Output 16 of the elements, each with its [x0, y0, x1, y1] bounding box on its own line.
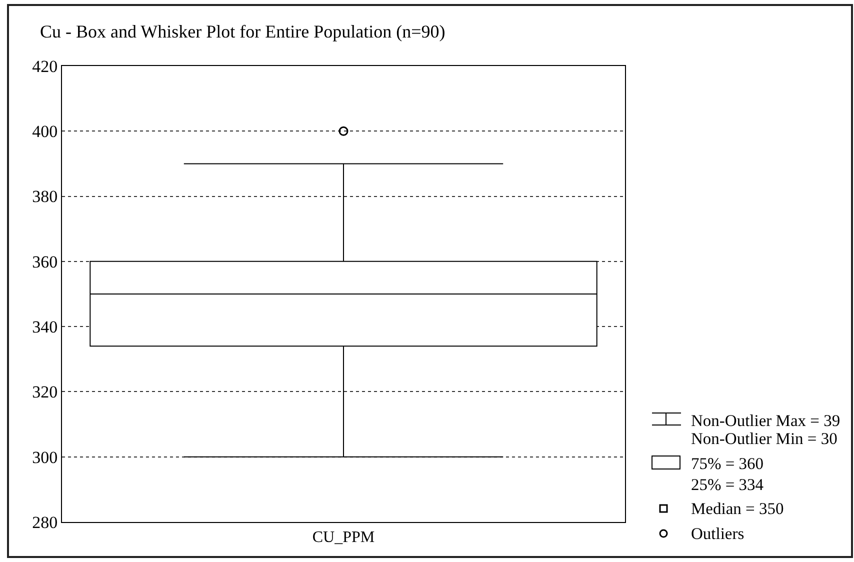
text: Outliers	[691, 524, 744, 543]
y-tick-label: 280	[32, 512, 58, 532]
text: Non-Outlier Min = 30	[691, 429, 838, 448]
y-tick-label: 400	[32, 122, 58, 142]
y-tick-label: 320	[32, 382, 58, 402]
text: 25% = 334	[691, 475, 764, 494]
chart-title: Cu - Box and Whisker Plot for Entire Population (n=90)	[40, 21, 446, 42]
y-tick-label: 380	[32, 187, 58, 206]
x-tick-label: CU_PPM	[312, 529, 375, 546]
y-tick-label: 300	[32, 448, 58, 467]
y-tick-label: 360	[32, 252, 58, 272]
text: 75% = 360	[691, 454, 764, 473]
y-tick-label: 420	[32, 56, 58, 76]
text: Non-Outlier Max = 39	[691, 411, 840, 430]
text: Median = 350	[691, 499, 784, 518]
y-tick-label: 340	[32, 318, 58, 337]
